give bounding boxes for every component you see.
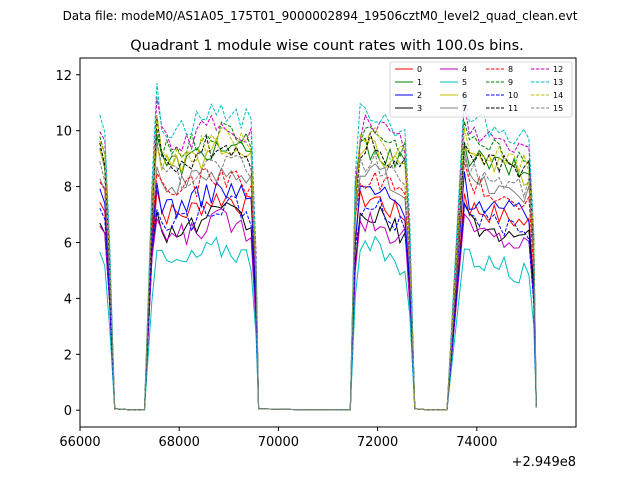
x-axis: 66000 68000 70000 72000 74000 [59,427,497,450]
chart-suptitle: Data file: modeM0/AS1A05_175T01_90000028… [63,9,578,23]
y-tick-label: 2 [64,348,72,363]
legend-label-4: 4 [462,65,467,74]
legend-label-13: 13 [553,78,563,87]
legend-label-7: 7 [462,104,467,113]
y-tick-label: 10 [55,125,72,140]
series-line-9 [99,121,537,411]
x-axis-offset-label: +2.949e8 [512,455,576,470]
y-axis: 0 2 4 6 8 10 12 [55,69,80,419]
x-tick-label: 68000 [159,435,200,450]
legend-label-15: 15 [553,104,563,113]
chart-title: Quadrant 1 module wise count rates with … [130,38,524,54]
series-line-11 [99,117,537,411]
x-tick-label: 72000 [357,435,398,450]
legend-label-12: 12 [553,65,563,74]
legend-label-6: 6 [462,91,467,100]
legend-label-0: 0 [417,65,422,74]
series-line-13 [99,82,537,411]
legend-label-14: 14 [553,91,563,100]
legend-label-5: 5 [462,78,467,87]
y-tick-label: 4 [64,292,72,307]
series-line-15 [99,140,537,411]
legend-label-8: 8 [508,65,513,74]
legend-label-9: 9 [508,78,513,87]
legend-label-3: 3 [417,104,422,113]
y-tick-label: 12 [55,69,72,84]
series-line-5 [99,235,537,411]
legend-label-11: 11 [508,104,518,113]
series-layer [99,82,537,411]
x-tick-label: 70000 [258,435,299,450]
legend-label-2: 2 [417,91,422,100]
legend-box [389,61,573,118]
y-tick-label: 8 [64,181,72,196]
y-tick-label: 6 [64,237,72,252]
legend-label-1: 1 [417,78,422,87]
x-tick-label: 74000 [456,435,497,450]
y-tick-label: 0 [64,404,72,419]
legend-label-10: 10 [508,91,518,100]
x-tick-label: 66000 [59,435,100,450]
series-line-10 [99,195,537,411]
